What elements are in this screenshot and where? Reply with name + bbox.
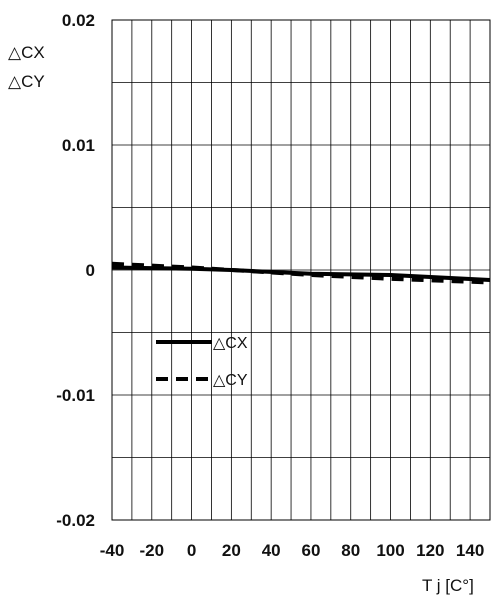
y-tick-label: 0.02 bbox=[62, 11, 95, 30]
x-tick-label: 140 bbox=[456, 541, 484, 560]
x-tick-label: -40 bbox=[100, 541, 125, 560]
y-tick-label: 0.01 bbox=[62, 136, 95, 155]
x-tick-labels: -40 -20 0 20 40 60 80 100 120 140 bbox=[100, 541, 485, 560]
series-layer bbox=[111, 261, 491, 285]
x-tick-label: 80 bbox=[341, 541, 360, 560]
x-tick-label: 60 bbox=[301, 541, 320, 560]
y-tick-label: -0.01 bbox=[56, 386, 95, 405]
y-axis-label-cx: △CX bbox=[8, 43, 45, 62]
y-tick-label: -0.02 bbox=[56, 511, 95, 530]
x-tick-label: 100 bbox=[376, 541, 404, 560]
legend: △CX △CY bbox=[156, 335, 248, 389]
x-tick-label: -20 bbox=[140, 541, 165, 560]
x-axis-label: T j [C°] bbox=[422, 576, 474, 595]
x-tick-label: 0 bbox=[187, 541, 196, 560]
plot-frame bbox=[111, 19, 491, 521]
x-tick-label: 40 bbox=[262, 541, 281, 560]
grid-horizontal-lines bbox=[112, 82, 490, 458]
legend-label-cy: △CY bbox=[213, 372, 248, 389]
x-tick-label: 120 bbox=[416, 541, 444, 560]
y-tick-label: 0 bbox=[86, 261, 95, 280]
legend-label-cx: △CX bbox=[213, 335, 248, 352]
series-line-cy bbox=[111, 261, 491, 285]
x-tick-label: 20 bbox=[222, 541, 241, 560]
y-axis-label-cy: △CY bbox=[8, 72, 45, 91]
y-tick-labels: 0.02 0.01 0 -0.01 -0.02 bbox=[56, 11, 95, 530]
